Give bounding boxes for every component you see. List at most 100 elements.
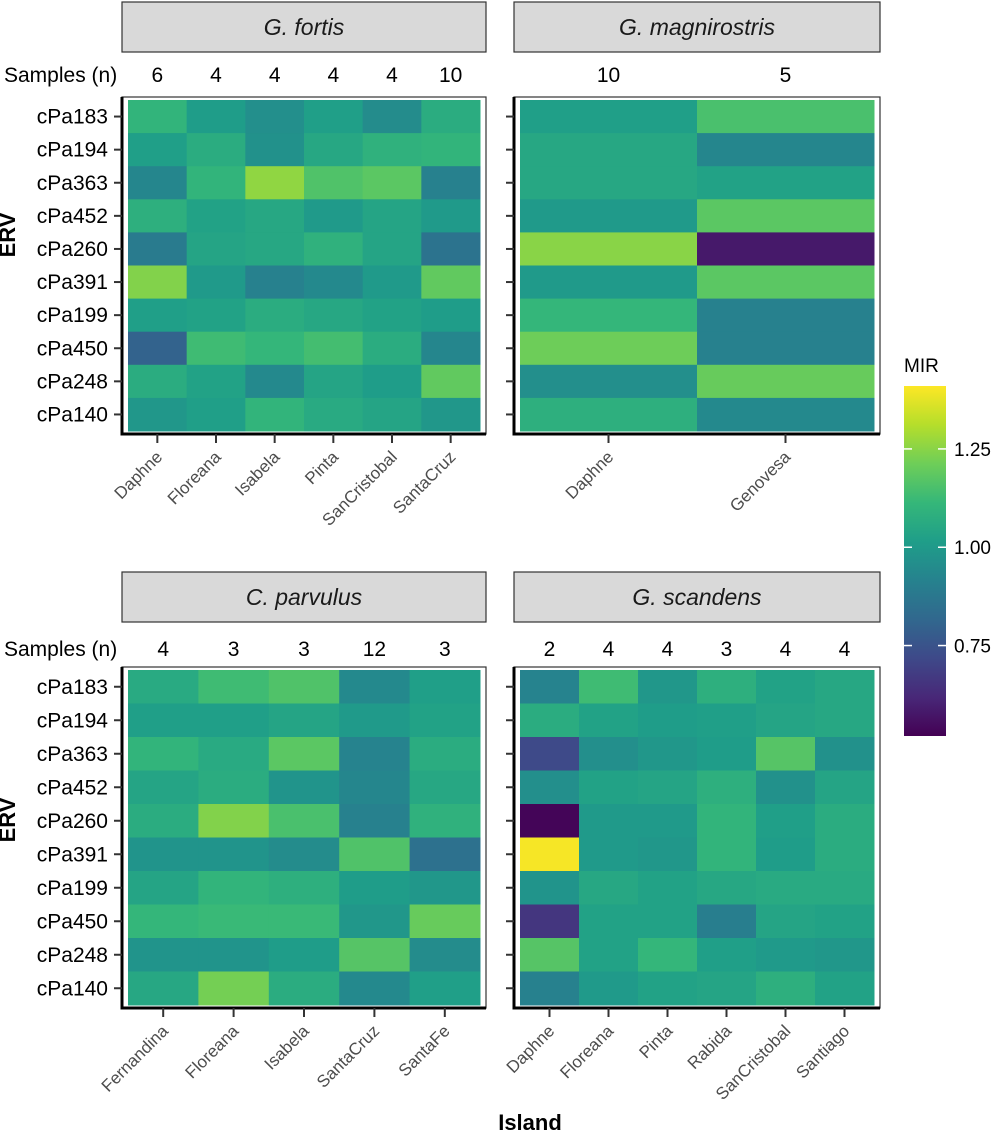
heatmap-cell bbox=[421, 133, 481, 167]
heatmap-cell bbox=[638, 837, 698, 872]
heatmap-cell bbox=[638, 971, 698, 1006]
heatmap-cell bbox=[362, 133, 422, 167]
heatmap-cell bbox=[268, 871, 340, 905]
sample-count-label: 4 bbox=[269, 64, 281, 87]
heatmap-cell bbox=[815, 904, 875, 939]
sample-count-label: 12 bbox=[363, 638, 386, 661]
heatmap-cell bbox=[697, 737, 757, 771]
x-tick-label: Daphne bbox=[111, 447, 167, 503]
heatmap-cell bbox=[579, 804, 639, 838]
heatmap-cell bbox=[409, 904, 481, 939]
heatmap-cell bbox=[128, 938, 199, 972]
legend-tick-label: 1.25 bbox=[954, 440, 991, 461]
heatmap-cell bbox=[638, 871, 698, 905]
heatmap-cell bbox=[268, 670, 340, 704]
x-tick-label: Daphne bbox=[562, 447, 618, 503]
panel-g-fortis: G. fortis cPa183 cPa194 cPa363 cPa452 cPa260 c… bbox=[4, 1, 487, 530]
sample-count-label: 6 bbox=[151, 64, 163, 87]
heatmap-cell bbox=[268, 770, 340, 805]
heatmap-cell bbox=[520, 670, 580, 704]
heatmap-cell bbox=[409, 871, 481, 905]
heatmap-cell bbox=[128, 737, 199, 771]
y-tick-label: cPa391 bbox=[37, 843, 108, 866]
facet-strip bbox=[513, 571, 881, 623]
heatmap-cell bbox=[697, 397, 875, 432]
x-tick-label: Pinta bbox=[301, 447, 342, 488]
heatmap-cell bbox=[362, 199, 422, 233]
heatmap-cell bbox=[421, 265, 481, 300]
heatmap-cell bbox=[520, 397, 698, 432]
heatmap-cell bbox=[128, 100, 188, 134]
y-tick-label: cPa248 bbox=[37, 370, 108, 393]
y-tick-label: cPa194 bbox=[37, 139, 109, 162]
heatmap-cell bbox=[186, 232, 246, 266]
heatmap-cell bbox=[304, 397, 364, 432]
heatmap-cell bbox=[697, 265, 875, 300]
heatmap-cell bbox=[304, 100, 364, 134]
legend-title: MIR bbox=[904, 356, 939, 377]
heatmap-cell bbox=[520, 971, 580, 1006]
y-tick-label: cPa452 bbox=[37, 776, 108, 799]
heatmap-cell bbox=[638, 670, 698, 704]
heatmap-cell bbox=[128, 703, 199, 738]
sample-count-label: 5 bbox=[780, 64, 792, 87]
y-tick-label: cPa452 bbox=[37, 205, 108, 228]
heatmap-cell bbox=[697, 703, 757, 738]
heatmap-cell bbox=[245, 100, 305, 134]
heatmap-cell bbox=[421, 232, 481, 266]
heatmap-cell bbox=[520, 703, 580, 738]
heatmap-cell bbox=[421, 199, 481, 233]
heatmap-cell bbox=[362, 298, 422, 333]
heatmap-cell bbox=[421, 364, 481, 399]
x-axis-title: Island bbox=[498, 1110, 562, 1132]
heatmap-cell bbox=[186, 397, 246, 432]
heatmap-cell bbox=[304, 199, 364, 233]
heatmap-cell bbox=[520, 871, 580, 905]
heatmap-cell bbox=[409, 837, 481, 872]
heatmap-cell bbox=[409, 703, 481, 738]
y-tick-label: cPa363 bbox=[37, 743, 108, 766]
sample-count-label: 4 bbox=[603, 638, 615, 661]
heatmap-cell bbox=[815, 804, 875, 838]
heatmap-cell bbox=[128, 331, 188, 366]
heatmap-cell bbox=[339, 703, 411, 738]
facet-panels: G. fortis cPa183 cPa194 cPa363 cPa452 cPa260 c… bbox=[4, 1, 881, 1104]
heatmap-cell bbox=[421, 397, 481, 432]
heatmap-cell bbox=[697, 670, 757, 704]
heatmap-cell bbox=[128, 770, 199, 805]
heatmap-cell bbox=[339, 770, 411, 805]
y-tick-label: cPa140 bbox=[37, 977, 108, 1000]
heatmap-cell bbox=[245, 364, 305, 399]
heatmap-cell bbox=[128, 971, 199, 1006]
heatmap-cell bbox=[815, 938, 875, 972]
heatmap-cell bbox=[697, 804, 757, 838]
sample-count-label: 2 bbox=[544, 638, 556, 661]
heatmap-cell bbox=[245, 166, 305, 200]
facet-strip bbox=[121, 1, 487, 53]
heatmap-cell bbox=[409, 804, 481, 838]
heatmap-cell bbox=[128, 904, 199, 939]
facet-strip bbox=[513, 1, 881, 53]
heatmap-cell bbox=[697, 100, 875, 134]
heatmap-cell bbox=[198, 971, 270, 1006]
heatmap-cell bbox=[268, 837, 340, 872]
heatmap-cell bbox=[697, 166, 875, 200]
heatmap-cell bbox=[520, 770, 580, 805]
heatmap-cell bbox=[245, 199, 305, 233]
heatmap-cell bbox=[128, 397, 188, 432]
facet-strip bbox=[121, 571, 487, 623]
heatmap-cell bbox=[198, 804, 270, 838]
heatmap-cell bbox=[128, 837, 199, 872]
x-tick-label: Fernandina bbox=[98, 1021, 173, 1096]
facet-strip-label: G. scandens bbox=[632, 584, 762, 610]
heatmap-cell bbox=[756, 971, 816, 1006]
x-tick-label: Floreana bbox=[556, 1021, 617, 1082]
heatmap-cell bbox=[128, 804, 199, 838]
heatmap-cell bbox=[304, 331, 364, 366]
heatmap-cell bbox=[520, 364, 698, 399]
heatmap-cell bbox=[579, 837, 639, 872]
sample-count-label: 4 bbox=[157, 638, 169, 661]
sample-count-label: 4 bbox=[780, 638, 792, 661]
heatmap-cell bbox=[339, 938, 411, 972]
